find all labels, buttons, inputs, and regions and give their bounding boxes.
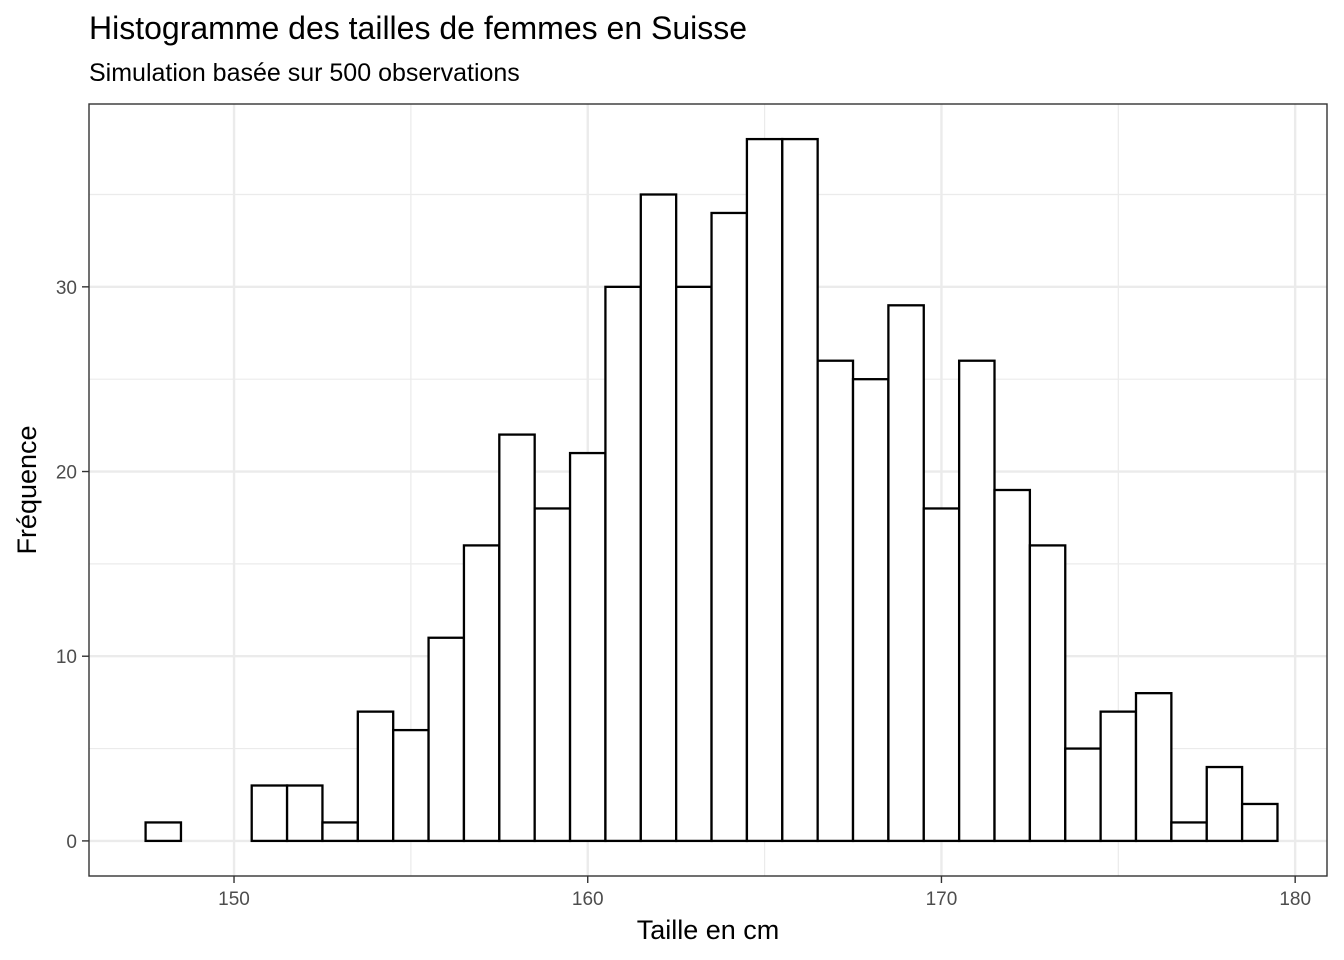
x-tick-label: 160 xyxy=(572,889,604,910)
histogram-bar xyxy=(250,784,289,843)
x-axis-title: Taille en cm xyxy=(637,915,780,945)
histogram-bar xyxy=(144,821,183,843)
histogram-bars xyxy=(144,137,1279,843)
x-axis: 150 160 170 180 xyxy=(218,876,1311,910)
histogram-bar xyxy=(957,359,996,843)
histogram-bar xyxy=(675,285,713,843)
y-tick-label: 20 xyxy=(56,463,77,484)
panel-border xyxy=(88,103,1328,877)
histogram-bar xyxy=(462,544,501,843)
histogram-bar xyxy=(427,636,466,843)
histogram-bar xyxy=(356,710,395,843)
histogram-bar xyxy=(1170,821,1208,843)
y-tick-label: 30 xyxy=(56,278,77,299)
histogram-bar xyxy=(498,433,536,843)
histogram-bar xyxy=(1134,692,1173,843)
histogram-bar xyxy=(887,304,925,843)
histogram-bar xyxy=(1064,747,1102,843)
histogram-bar xyxy=(816,359,855,843)
histogram-bar xyxy=(781,137,819,843)
chart-subtitle: Simulation basée sur 500 observations xyxy=(89,59,520,87)
y-axis-title: Fréquence xyxy=(12,425,42,554)
histogram-bar xyxy=(604,285,642,843)
histogram-bar xyxy=(1205,765,1244,843)
histogram-bar xyxy=(710,211,749,843)
histogram-bar xyxy=(1028,544,1067,843)
histogram-bar xyxy=(922,507,961,843)
histogram-bar xyxy=(1099,710,1138,843)
histogram-bar xyxy=(392,728,430,843)
x-tick-label: 150 xyxy=(218,889,250,910)
histogram-bar xyxy=(851,378,890,843)
y-tick-label: 0 xyxy=(66,832,77,853)
chart-title: Histogramme des tailles de femmes en Sui… xyxy=(89,10,748,46)
histogram-bar xyxy=(321,821,359,843)
histogram-bar xyxy=(993,488,1032,843)
histogram-bar xyxy=(745,137,784,843)
x-tick-label: 170 xyxy=(926,889,958,910)
y-axis: 0 10 20 30 xyxy=(56,278,89,853)
x-tick-label: 180 xyxy=(1279,889,1311,910)
histogram-bar xyxy=(568,451,607,843)
histogram-bar xyxy=(1240,802,1279,843)
histogram-bar xyxy=(639,193,678,843)
y-tick-label: 10 xyxy=(56,647,77,668)
histogram-bar xyxy=(285,784,324,843)
histogram-bar xyxy=(533,507,572,843)
